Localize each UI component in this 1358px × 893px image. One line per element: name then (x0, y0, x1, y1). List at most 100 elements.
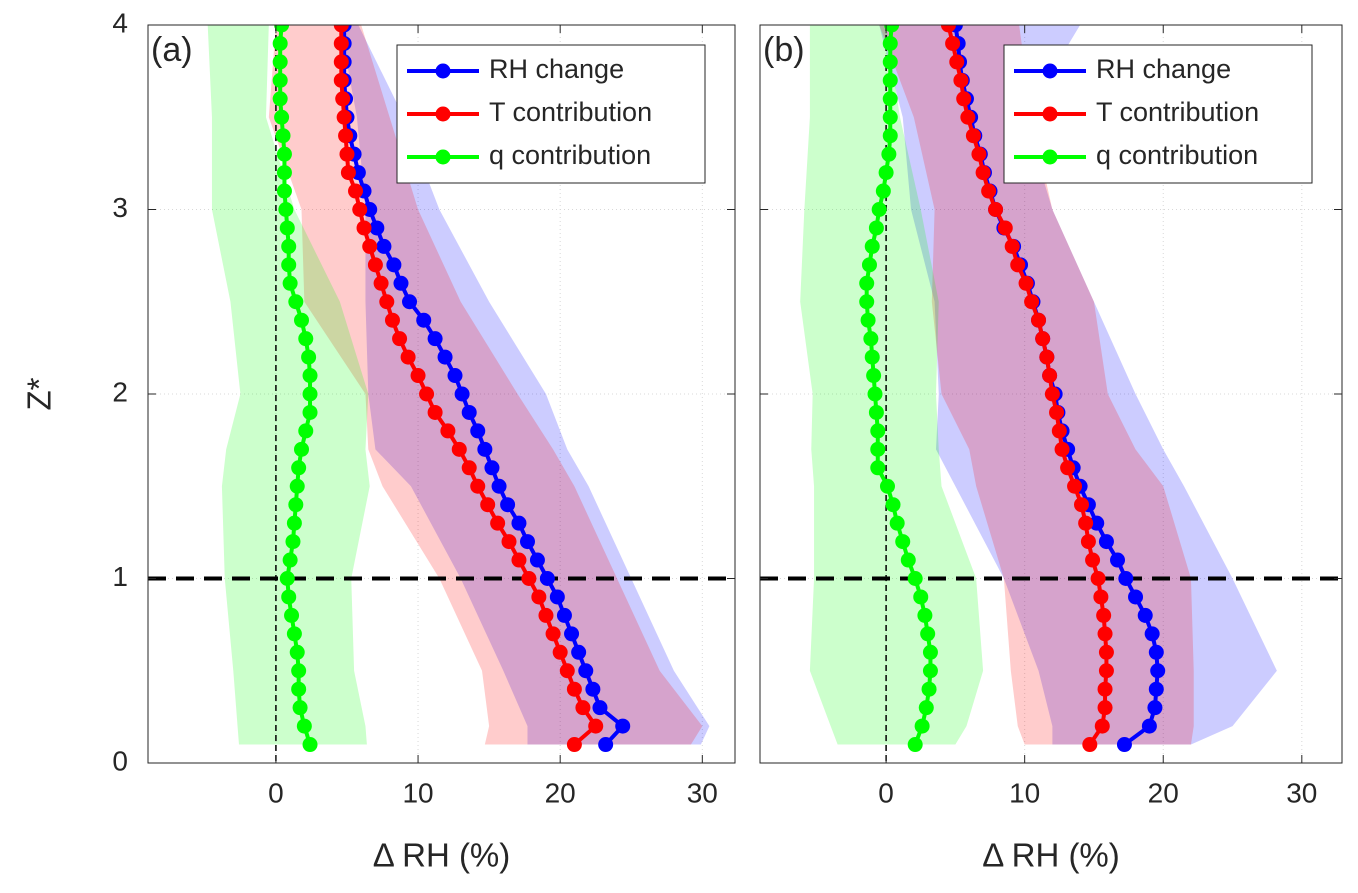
profile-marker (302, 386, 318, 402)
profile-marker (484, 460, 500, 476)
profile-marker (971, 146, 987, 162)
profile-line (339, 25, 599, 747)
plot-area (760, 25, 1342, 763)
profile-marker (284, 607, 300, 623)
legend-swatch-marker (1042, 149, 1058, 165)
profile-marker (870, 423, 886, 439)
profile-marker (1018, 275, 1034, 291)
y-tick-label: 1 (112, 561, 128, 592)
profile-marker (302, 368, 318, 384)
profile-marker (338, 128, 354, 144)
profile-marker (369, 220, 385, 236)
x-tick-label: 30 (1286, 777, 1317, 808)
x-tick-label: 10 (1009, 777, 1040, 808)
profile-marker (566, 737, 582, 753)
profile-marker (289, 478, 305, 494)
profile-marker (868, 404, 884, 420)
profile-marker (871, 202, 887, 217)
profile-marker (294, 312, 310, 328)
x-tick-label: 0 (268, 777, 284, 808)
profile-marker (1082, 737, 1098, 753)
profile-marker (1073, 497, 1089, 513)
profile-marker (559, 663, 575, 679)
profile-marker (1042, 368, 1058, 384)
profile-marker (427, 331, 443, 347)
profile-marker (953, 72, 969, 88)
panel-label: (b) (763, 31, 805, 69)
profile-marker (571, 644, 587, 660)
profile-marker (949, 54, 965, 70)
profile-marker (1035, 331, 1051, 347)
profile-marker (889, 515, 905, 531)
profile-marker (1098, 663, 1114, 679)
x-tick-label: 30 (687, 777, 718, 808)
profile-marker (402, 294, 418, 310)
profile-marker (1051, 423, 1067, 439)
x-axis-label: Δ RH (%) (373, 837, 511, 874)
profile-marker (491, 478, 507, 494)
profile-marker (592, 700, 608, 716)
profile-marker (867, 386, 883, 402)
profile-marker (1085, 552, 1101, 568)
profile-marker (875, 183, 891, 199)
profile-marker (545, 626, 561, 642)
profile-marker (920, 626, 936, 642)
profile-marker (291, 460, 307, 476)
profile-marker (945, 35, 961, 51)
profile-marker (278, 202, 294, 217)
profile-marker (960, 109, 976, 125)
profile-marker (538, 607, 554, 623)
profile-marker (975, 165, 991, 181)
legend-swatch-marker (1042, 63, 1058, 79)
profile-marker (400, 349, 416, 365)
spread-band (879, 25, 1277, 745)
profile-marker (585, 681, 601, 697)
profile-marker (296, 718, 312, 734)
x-tick-label: 10 (402, 777, 433, 808)
profile-marker (981, 183, 997, 199)
profile-marker (552, 644, 568, 660)
profile-marker (1090, 571, 1106, 586)
legend-label: q contribution (1096, 140, 1258, 170)
profile-marker (1097, 681, 1113, 697)
profile-marker (294, 441, 310, 457)
profile-marker (864, 349, 880, 365)
profile-marker (1098, 644, 1114, 660)
profile-marker (913, 589, 929, 605)
profile-marker (333, 35, 349, 51)
profile-marker (556, 607, 572, 623)
profile-marker (895, 534, 911, 550)
profile-marker (292, 700, 308, 716)
profile-marker (333, 54, 349, 70)
profile-marker (1044, 386, 1060, 402)
profile-marker (878, 165, 894, 181)
profile-line (864, 25, 933, 746)
legend-label: q contribution (489, 140, 651, 170)
profile-marker (1031, 312, 1047, 328)
profile-marker (333, 72, 349, 88)
profile-marker (298, 423, 314, 439)
profile-marker (1116, 737, 1132, 753)
profile-marker (281, 589, 297, 605)
x-tick-label: 0 (878, 777, 894, 808)
profile-marker (940, 25, 956, 33)
profile-marker (914, 718, 930, 734)
profile-marker (356, 220, 372, 236)
profile-marker (564, 626, 580, 642)
profile-marker (511, 552, 527, 568)
legend-swatch-marker (435, 63, 451, 79)
profile-marker (461, 404, 477, 420)
profile-marker (539, 571, 555, 586)
profile-marker (470, 423, 486, 439)
profile-marker (965, 128, 981, 144)
profile-marker (921, 681, 937, 697)
profile-marker (339, 146, 355, 162)
profile-marker (490, 515, 506, 531)
profile-marker (362, 238, 378, 254)
legend-label: T contribution (489, 97, 652, 127)
profile-marker (882, 35, 898, 51)
profile-marker (907, 571, 923, 586)
profile-marker (884, 25, 900, 33)
legend-label: RH change (489, 54, 624, 84)
